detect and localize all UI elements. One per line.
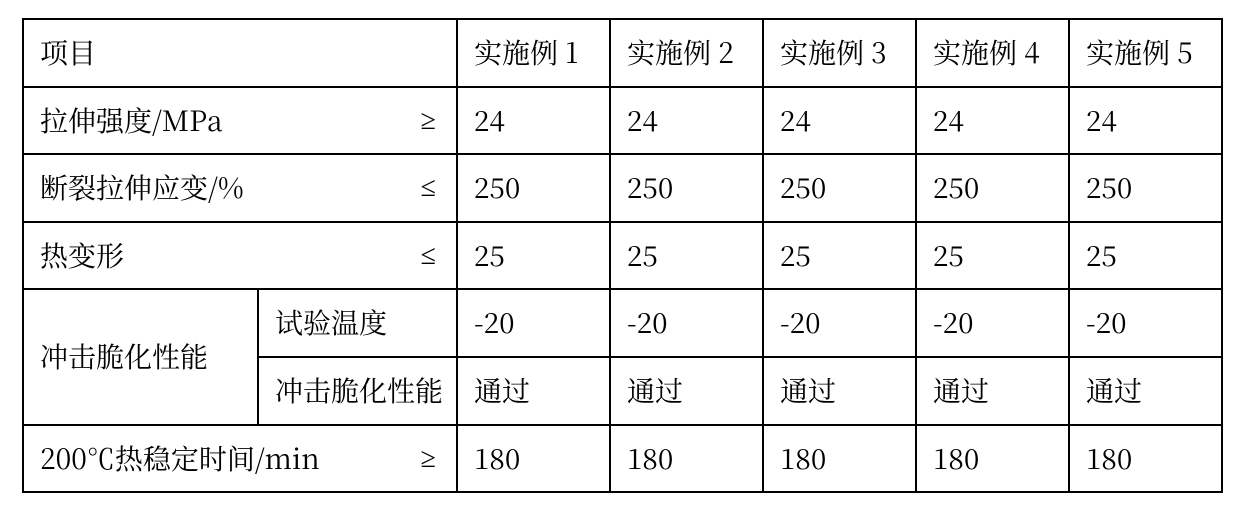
row-tensile-label-cell: 拉伸强度/MPa ≥ (23, 87, 457, 155)
row-impact-result-v4: 通过 (916, 357, 1069, 425)
row-impact-result-label: 冲击脆化性能 (258, 357, 457, 425)
row-impact-result-v3: 通过 (763, 357, 916, 425)
row-elongation: 断裂拉伸应变/% ≤ 250 250 250 250 250 (23, 154, 1222, 222)
row-thermal-stability-ineq: ≥ (421, 442, 444, 476)
row-elongation-v2: 250 (610, 154, 763, 222)
row-elongation-ineq: ≤ (421, 171, 444, 205)
row-heat-deform-v3: 25 (763, 222, 916, 290)
header-col-3: 实施例 3 (763, 19, 916, 87)
row-tensile-v2: 24 (610, 87, 763, 155)
row-tensile-label: 拉伸强度/MPa (40, 104, 223, 138)
row-impact-result-v2: 通过 (610, 357, 763, 425)
row-thermal-stability-v1: 180 (457, 425, 610, 493)
row-heat-deform-v5: 25 (1069, 222, 1222, 290)
row-elongation-v4: 250 (916, 154, 1069, 222)
header-col-5: 实施例 5 (1069, 19, 1222, 87)
row-heat-deform-ineq: ≤ (421, 239, 444, 273)
row-tensile-v3: 24 (763, 87, 916, 155)
row-impact-group-label: 冲击脆化性能 (23, 289, 258, 424)
row-impact-temp-v3: -20 (763, 289, 916, 357)
row-elongation-v5: 250 (1069, 154, 1222, 222)
row-heat-deform-v4: 25 (916, 222, 1069, 290)
page-wrap: 项目 实施例 1 实施例 2 实施例 3 实施例 4 实施例 5 拉伸强度/MP… (0, 0, 1240, 507)
row-elongation-v1: 250 (457, 154, 610, 222)
row-thermal-stability-v4: 180 (916, 425, 1069, 493)
row-thermal-stability-label: 200℃热稳定时间/min (40, 442, 320, 476)
row-impact-temp-v1: -20 (457, 289, 610, 357)
row-tensile-ineq: ≥ (421, 104, 444, 138)
table-header-row: 项目 实施例 1 实施例 2 实施例 3 实施例 4 实施例 5 (23, 19, 1222, 87)
row-tensile-v4: 24 (916, 87, 1069, 155)
row-thermal-stability-v5: 180 (1069, 425, 1222, 493)
row-impact-result-v1: 通过 (457, 357, 610, 425)
row-thermal-stability-v2: 180 (610, 425, 763, 493)
row-heat-deform-label: 热变形 (40, 239, 124, 273)
header-project-label: 项目 (40, 32, 96, 72)
row-elongation-v3: 250 (763, 154, 916, 222)
row-impact-temp-v5: -20 (1069, 289, 1222, 357)
row-tensile-v1: 24 (457, 87, 610, 155)
row-elongation-label: 断裂拉伸应变/% (40, 171, 244, 205)
data-table: 项目 实施例 1 实施例 2 实施例 3 实施例 4 实施例 5 拉伸强度/MP… (22, 18, 1223, 493)
row-impact-temp-v4: -20 (916, 289, 1069, 357)
row-heat-deform: 热变形 ≤ 25 25 25 25 25 (23, 222, 1222, 290)
header-col-4: 实施例 4 (916, 19, 1069, 87)
row-heat-deform-v2: 25 (610, 222, 763, 290)
row-heat-deform-v1: 25 (457, 222, 610, 290)
row-thermal-stability-label-cell: 200℃热稳定时间/min ≥ (23, 425, 457, 493)
row-heat-deform-label-cell: 热变形 ≤ (23, 222, 457, 290)
row-elongation-label-cell: 断裂拉伸应变/% ≤ (23, 154, 457, 222)
header-col-2: 实施例 2 (610, 19, 763, 87)
header-col-1: 实施例 1 (457, 19, 610, 87)
row-thermal-stability-v3: 180 (763, 425, 916, 493)
row-impact-result-v5: 通过 (1069, 357, 1222, 425)
row-impact-temp-label: 试验温度 (258, 289, 457, 357)
row-tensile-v5: 24 (1069, 87, 1222, 155)
row-impact-temp-v2: -20 (610, 289, 763, 357)
header-project-cell: 项目 (23, 19, 457, 87)
row-tensile: 拉伸强度/MPa ≥ 24 24 24 24 24 (23, 87, 1222, 155)
row-thermal-stability: 200℃热稳定时间/min ≥ 180 180 180 180 180 (23, 425, 1222, 493)
row-impact-temp: 冲击脆化性能 试验温度 -20 -20 -20 -20 -20 (23, 289, 1222, 357)
